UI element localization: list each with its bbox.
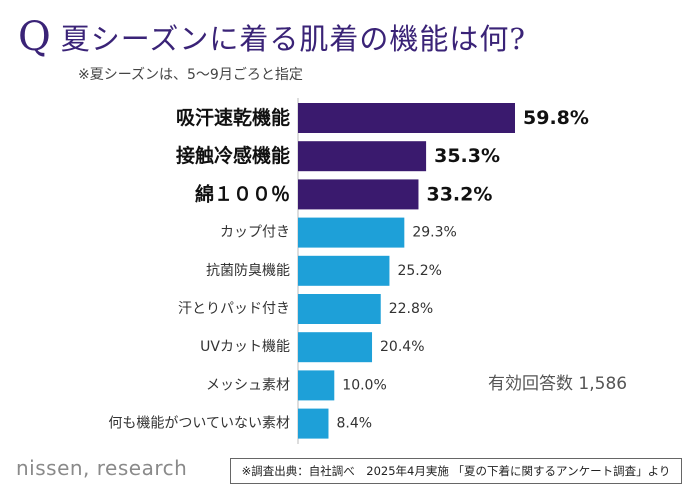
value-label: 59.8% <box>523 107 589 129</box>
page-title: 夏シーズンに着る肌着の機能は何? <box>60 22 526 56</box>
bar <box>298 332 373 363</box>
value-label: 22.8% <box>389 301 433 317</box>
bar <box>298 103 515 133</box>
category-label: UVカット機能 <box>200 339 290 355</box>
bar <box>298 179 419 210</box>
bar <box>298 294 381 324</box>
value-label: 25.2% <box>397 263 441 279</box>
value-label: 10.0% <box>342 377 386 393</box>
bar <box>298 217 405 248</box>
category-label: カップ付き <box>220 225 290 241</box>
category-label: 吸汗速乾機能 <box>176 106 290 129</box>
category-label: 接触冷感機能 <box>176 144 290 167</box>
value-label: 29.3% <box>412 225 456 241</box>
subtitle: ※夏シーズンは、5〜9月ごろと指定 <box>78 67 303 83</box>
category-label: 綿１００％ <box>195 182 290 205</box>
category-label: 抗菌防臭機能 <box>206 263 290 279</box>
bar <box>298 370 335 401</box>
title-row: Q 夏シーズンに着る肌着の機能は何? <box>18 12 526 62</box>
value-label: 35.3% <box>434 145 500 167</box>
source-note: ※調査出典：自社調べ 2025年4月実施 「夏の下着に関するアンケート調査」より <box>230 458 682 484</box>
bar-chart: 吸汗速乾機能 59.8% 接触冷感機能 35.3% 綿１００％ 33.2% カップ付き 29.… <box>108 98 589 444</box>
category-label: 汗とりパッド付き <box>178 301 290 317</box>
total-respondents: 有効回答数 1,586 <box>488 374 628 394</box>
brand-logo-text: nissen, research <box>16 456 188 480</box>
bar <box>298 408 329 439</box>
value-label: 8.4% <box>336 416 372 432</box>
category-label: 何も機能がついていない素材 <box>108 416 290 432</box>
q-mark: Q <box>18 14 51 60</box>
bar <box>298 141 427 172</box>
bar <box>298 255 390 286</box>
value-label: 33.2% <box>426 183 492 205</box>
category-label: メッシュ素材 <box>206 377 290 393</box>
value-label: 20.4% <box>380 339 424 355</box>
